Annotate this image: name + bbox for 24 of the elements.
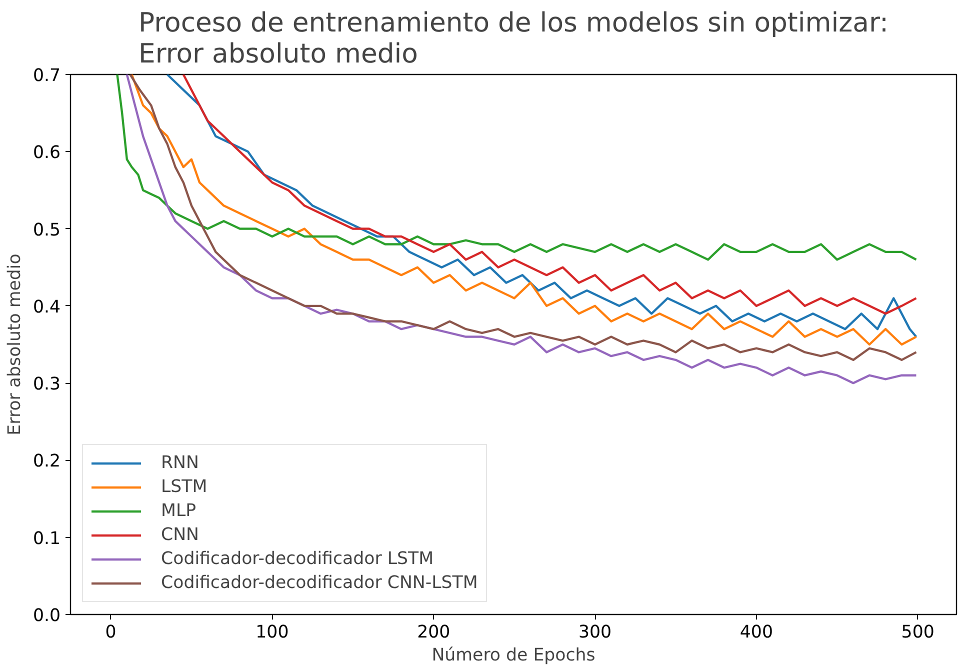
x-tick-label: 300 bbox=[578, 622, 612, 642]
chart-title: Proceso de entrenamiento de los modelos sin optimizar: Error absoluto medio bbox=[138, 8, 888, 70]
x-tick-label: 400 bbox=[740, 622, 773, 642]
x-axis-title: Número de Epochs bbox=[432, 646, 596, 666]
line-series bbox=[116, 74, 918, 261]
y-axis-title: Error absoluto medio bbox=[4, 254, 25, 436]
y-tick-label: 0.5 bbox=[32, 220, 61, 240]
legend-label: Codificador-decodificador CNN-LSTM bbox=[161, 573, 478, 593]
y-tick-label: 0.7 bbox=[32, 66, 61, 86]
x-tick-label: 200 bbox=[417, 622, 450, 642]
y-tick-label: 0.6 bbox=[32, 143, 61, 164]
x-tick-label: 0 bbox=[105, 622, 116, 642]
legend-label: RNN bbox=[161, 453, 199, 473]
y-tick-label: 0.2 bbox=[32, 452, 61, 472]
legend-label: MLP bbox=[161, 501, 196, 521]
legend-label: CNN bbox=[161, 525, 200, 545]
y-tick-label: 0.4 bbox=[32, 297, 61, 318]
legend-label: Codificador-decodificador LSTM bbox=[161, 549, 434, 569]
x-tick-label: 500 bbox=[901, 622, 934, 642]
y-tick-label: 0.3 bbox=[32, 374, 61, 395]
y-tick-label: 0.0 bbox=[32, 606, 61, 626]
legend-label: LSTM bbox=[161, 477, 208, 497]
x-tick-label: 100 bbox=[256, 622, 289, 642]
y-tick-label: 0.1 bbox=[32, 528, 61, 549]
